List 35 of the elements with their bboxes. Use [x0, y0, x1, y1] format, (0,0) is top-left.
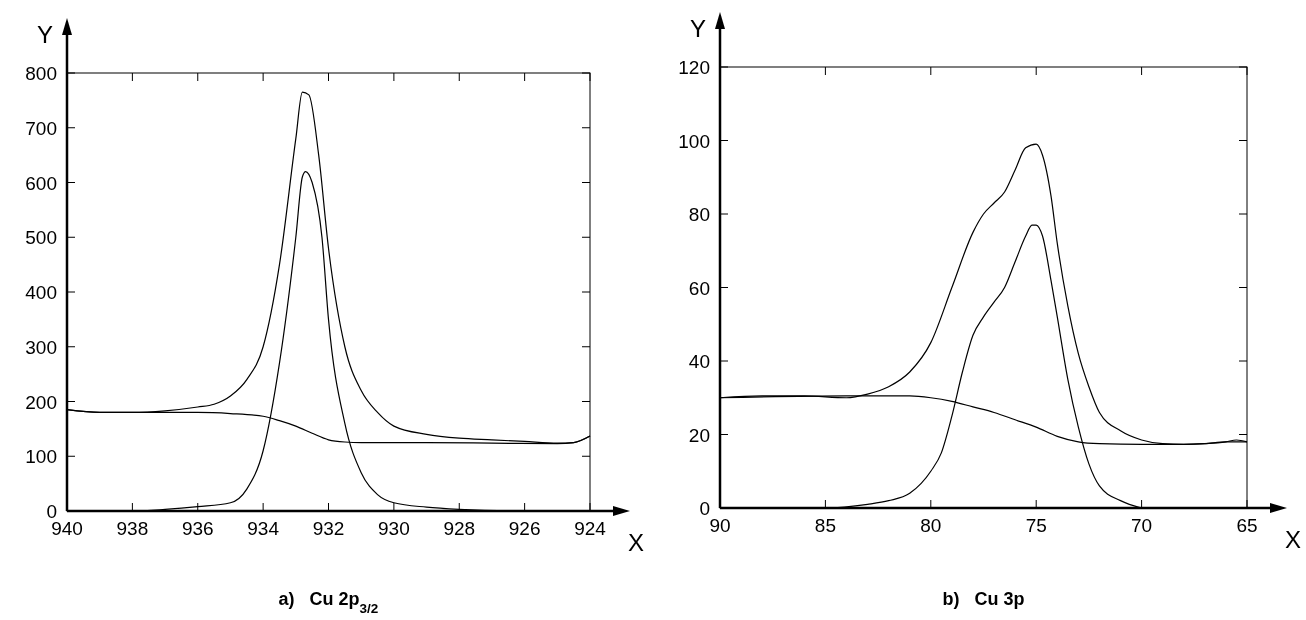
y-tick-label: 200	[25, 391, 57, 413]
y-axis-title: Y	[689, 15, 706, 42]
y-axis-title: Y	[36, 21, 53, 48]
y-tick-label: 60	[688, 277, 710, 299]
x-tick-label: 928	[443, 518, 476, 539]
y-tick-label: 100	[678, 130, 710, 152]
y-tick-label: 500	[25, 227, 57, 249]
y-tick-label: 20	[688, 424, 710, 446]
y-tick-label: 800	[25, 63, 57, 84]
y-tick-label: 80	[688, 204, 710, 225]
y-tick-label: 700	[25, 117, 57, 139]
text: b) Cu 3p	[942, 589, 1025, 609]
y-tick-label: 120	[678, 57, 710, 78]
x-tick-label: 90	[709, 515, 731, 536]
x-tick-label: 938	[116, 518, 149, 539]
x-tick-label: 85	[814, 515, 836, 536]
text: a) Cu 2p$_{3/2}$	[278, 589, 379, 616]
x-axis-title: X	[627, 529, 645, 556]
y-tick-label: 400	[25, 282, 57, 303]
y-tick-label: 300	[25, 336, 57, 358]
x-tick-label: 65	[1236, 515, 1258, 536]
x-tick-label: 80	[920, 515, 942, 536]
x-tick-label: 926	[508, 518, 541, 539]
x-tick-label: 70	[1131, 515, 1153, 536]
y-tick-label: 40	[688, 351, 710, 372]
x-tick-label: 930	[378, 518, 410, 539]
y-tick-label: 100	[25, 446, 57, 468]
x-tick-label: 934	[247, 518, 280, 539]
x-tick-label: 936	[181, 518, 214, 539]
x-tick-label: 932	[312, 518, 345, 539]
y-tick-label: 600	[25, 172, 57, 194]
x-tick-label: 75	[1025, 515, 1047, 536]
x-tick-label: 924	[574, 518, 607, 539]
y-tick-label: 0	[699, 498, 710, 519]
x-axis-title: X	[1284, 526, 1302, 553]
